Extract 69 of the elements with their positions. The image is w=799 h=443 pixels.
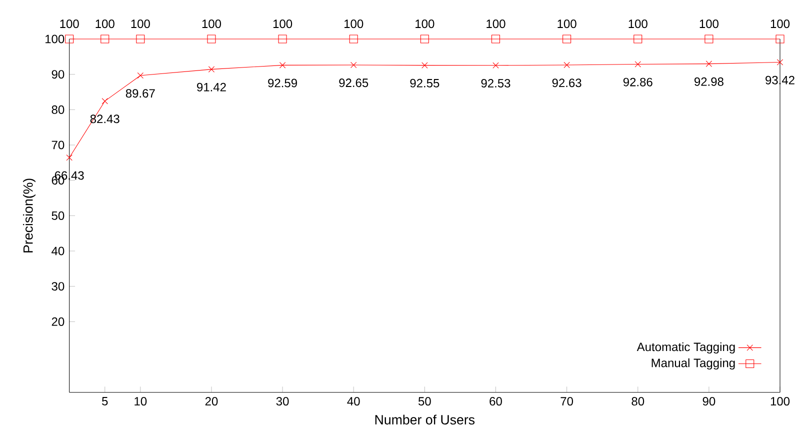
y-tick-label: 70	[52, 140, 64, 150]
point	[704, 34, 714, 44]
point	[136, 34, 145, 44]
data-label: 92.63	[552, 78, 582, 88]
data-label: 100	[202, 20, 222, 28]
y-axis-title: Precision(%)	[23, 178, 36, 252]
point	[422, 62, 428, 68]
x-tick-label: 100	[770, 397, 790, 406]
y-tick-label: 100	[46, 34, 64, 44]
data-label: 100	[273, 20, 292, 28]
point	[776, 59, 784, 66]
x-tick-label: 80	[632, 397, 644, 406]
point	[349, 34, 358, 44]
x-tick-label: 20	[205, 397, 218, 406]
data-label: 100	[416, 20, 434, 28]
data-label: 92.55	[410, 78, 440, 88]
point	[65, 34, 74, 44]
point	[278, 34, 287, 44]
x-tick-label: 50	[418, 397, 431, 406]
point	[564, 62, 570, 68]
y-tick-label: 40	[52, 246, 64, 256]
data-label: 100	[344, 20, 364, 28]
point	[100, 34, 110, 44]
point	[137, 72, 144, 79]
y-tick-label: 50	[52, 211, 64, 220]
data-label: 100	[486, 20, 506, 28]
x-tick-label: 5	[102, 397, 108, 406]
y-tick-label: 80	[52, 105, 64, 114]
x-tick-label: 10	[134, 397, 147, 406]
point	[562, 34, 572, 44]
x-axis-title: Number of Users	[375, 414, 475, 424]
y-tick-label: 20	[52, 317, 64, 326]
x-tick-label: 90	[702, 397, 716, 406]
data-label: 91.42	[197, 82, 226, 92]
point	[491, 34, 500, 44]
point	[776, 34, 784, 44]
point	[279, 62, 286, 68]
x-tick-label: 60	[490, 397, 502, 406]
data-label: 92.53	[481, 78, 510, 88]
x-tick-label: 30	[276, 397, 289, 406]
data-label: 100	[628, 20, 648, 28]
point	[420, 34, 429, 44]
point	[66, 154, 72, 161]
y-tick-label: 30	[52, 282, 64, 291]
point	[706, 60, 712, 67]
data-label: 92.98	[694, 77, 724, 86]
data-label: 100	[131, 20, 150, 28]
x-tick-label: 70	[560, 397, 574, 406]
data-label: 100	[96, 20, 114, 28]
data-label: 100	[60, 20, 79, 28]
point	[634, 61, 641, 68]
data-label: 100	[700, 20, 718, 28]
data-label: 89.67	[126, 89, 155, 98]
y-tick-label: 90	[52, 70, 64, 79]
data-label: 100	[558, 20, 576, 28]
legend-label: Automatic Tagging	[636, 342, 735, 354]
data-label: 93.42	[766, 76, 794, 84]
point	[102, 98, 108, 104]
point	[634, 34, 642, 44]
data-label: 92.86	[623, 78, 652, 86]
data-label: 92.59	[268, 78, 297, 88]
legend-label: Manual Tagging	[652, 358, 735, 370]
point	[350, 62, 357, 68]
data-label: 92.65	[339, 78, 368, 88]
point	[492, 62, 499, 68]
data-label: 100	[770, 20, 790, 28]
point	[208, 66, 215, 72]
x-tick-label: 40	[347, 397, 360, 406]
point	[207, 34, 216, 44]
